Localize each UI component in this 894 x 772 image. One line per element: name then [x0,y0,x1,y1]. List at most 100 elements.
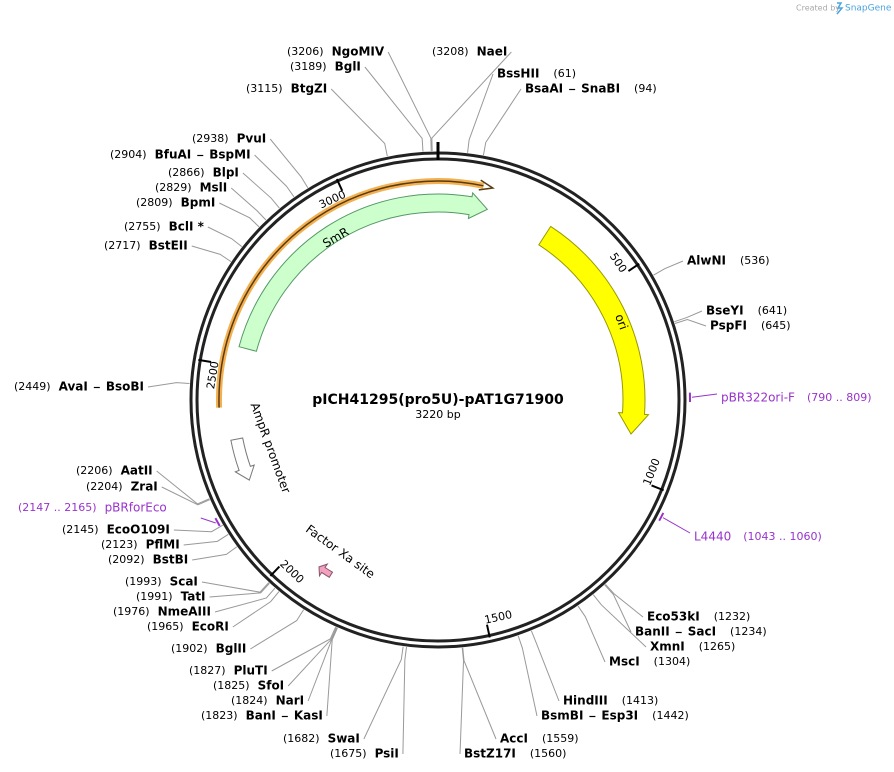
leader-line [269,138,309,189]
leader-line [254,154,295,198]
site-position: (61) [553,67,576,80]
leader-line [287,627,338,687]
site-position: (1991) [136,590,173,603]
primer-leader [691,393,718,398]
site-position: (2123) [101,538,138,551]
site-position: (2449) [14,380,51,393]
site-position: (1413) [622,694,659,707]
site-position: (2938) [192,132,229,145]
enzyme-name: EcoO109I [107,523,170,537]
site-position: (1559) [542,732,579,745]
leader-line [192,546,238,561]
enzyme-name: BglI [335,60,361,74]
enzyme-name: BsmBI [541,709,583,723]
enzyme-name: AatII [121,464,153,478]
tick-mark [651,484,664,492]
leader-line [207,226,243,248]
credit-brand: SnapGene [845,4,892,14]
site-position: (1265) [699,640,736,653]
enzyme-name: PvuI [237,132,267,146]
credit-prefix: Created by [796,4,840,13]
enzyme-name: MslI [200,181,228,195]
enzyme-name: PsiI [375,747,399,761]
site-position: (1823) [201,709,238,722]
tick-mark [486,624,491,638]
site-position: (1827) [189,664,226,677]
leader-line [271,626,337,672]
leader-line [459,647,465,755]
feature-label: ori [612,312,630,331]
enzyme-name: BanII [635,625,670,639]
enzyme-name: BpmI [181,196,216,210]
site-position: (2866) [168,166,205,179]
site-position: (2204) [86,480,123,493]
leader-line [209,582,270,598]
leader-line [402,646,407,755]
leader-line [364,66,424,152]
leader-line [674,310,703,323]
primer-mark [658,512,665,522]
enzyme-name: SfoI [258,679,285,693]
primer-leader [662,517,691,534]
leader-line [191,245,232,263]
enzyme-name: PluTI [234,664,268,678]
site-position: (1965) [147,620,184,633]
enzyme-name: XmnI [650,640,685,654]
site-position: (2755) [124,220,161,233]
enzyme-name: BclI * [169,220,205,234]
feature-arrow [238,191,489,352]
leader-line [326,627,338,717]
leader-line [173,524,224,533]
feature-arrow [318,563,334,578]
feature-highlight-line [218,180,484,408]
feature-highlight-head [478,179,495,191]
site-position: (1675) [330,747,367,760]
site-position: (94) [634,82,657,95]
site-position: (1304) [654,655,691,668]
enzyme-name: BglII [216,642,247,656]
leader-line [201,581,270,593]
primer-location: (2147 .. 2165) [18,501,97,514]
leader-line [219,202,260,228]
site-position: (3208) [432,45,469,58]
site-position: (1825) [213,679,250,692]
enzyme-name: BstEII [149,239,188,253]
feature-arrow [538,225,650,435]
enzyme-name: PflMI [146,538,180,552]
leader-line [363,646,404,740]
site-position: (1442) [652,709,689,722]
site-position: (2717) [104,239,141,252]
enzyme-name: NmeAIII [158,605,211,619]
leader-line [431,51,512,152]
leader-line [605,583,644,618]
leader-line [592,594,647,648]
enzyme-name: NarI [276,694,305,708]
enzyme-name: AvaI [59,380,88,394]
tick-mark [269,565,281,577]
leader-line [232,591,280,628]
leader-line [147,382,190,388]
feature-label: Factor Xa site [303,522,377,581]
leader-line [250,609,305,650]
enzyme-name: ScaI [170,575,198,589]
leader-line [183,533,229,546]
site-position: (641) [758,304,788,317]
enzyme-name: BseYI [706,304,744,318]
feature-arrow [230,437,255,481]
enzyme-name: BsaAI [525,82,563,96]
leader-line [387,51,432,152]
leader-line [674,318,707,327]
enzyme-name: BsoBI [106,380,144,394]
leader-line [517,635,538,717]
enzyme-name: TatI [181,590,206,604]
enzyme-name: BfuAI [155,148,192,162]
site-position: (3206) [287,45,324,58]
enzyme-name: ZraI [131,480,158,494]
leader-line [467,73,494,153]
leader-line [577,605,606,663]
leader-line [156,470,210,505]
tick-label: 1500 [483,608,513,627]
enzyme-name: PspFI [710,319,747,333]
enzyme-name: SwaI [328,732,360,746]
